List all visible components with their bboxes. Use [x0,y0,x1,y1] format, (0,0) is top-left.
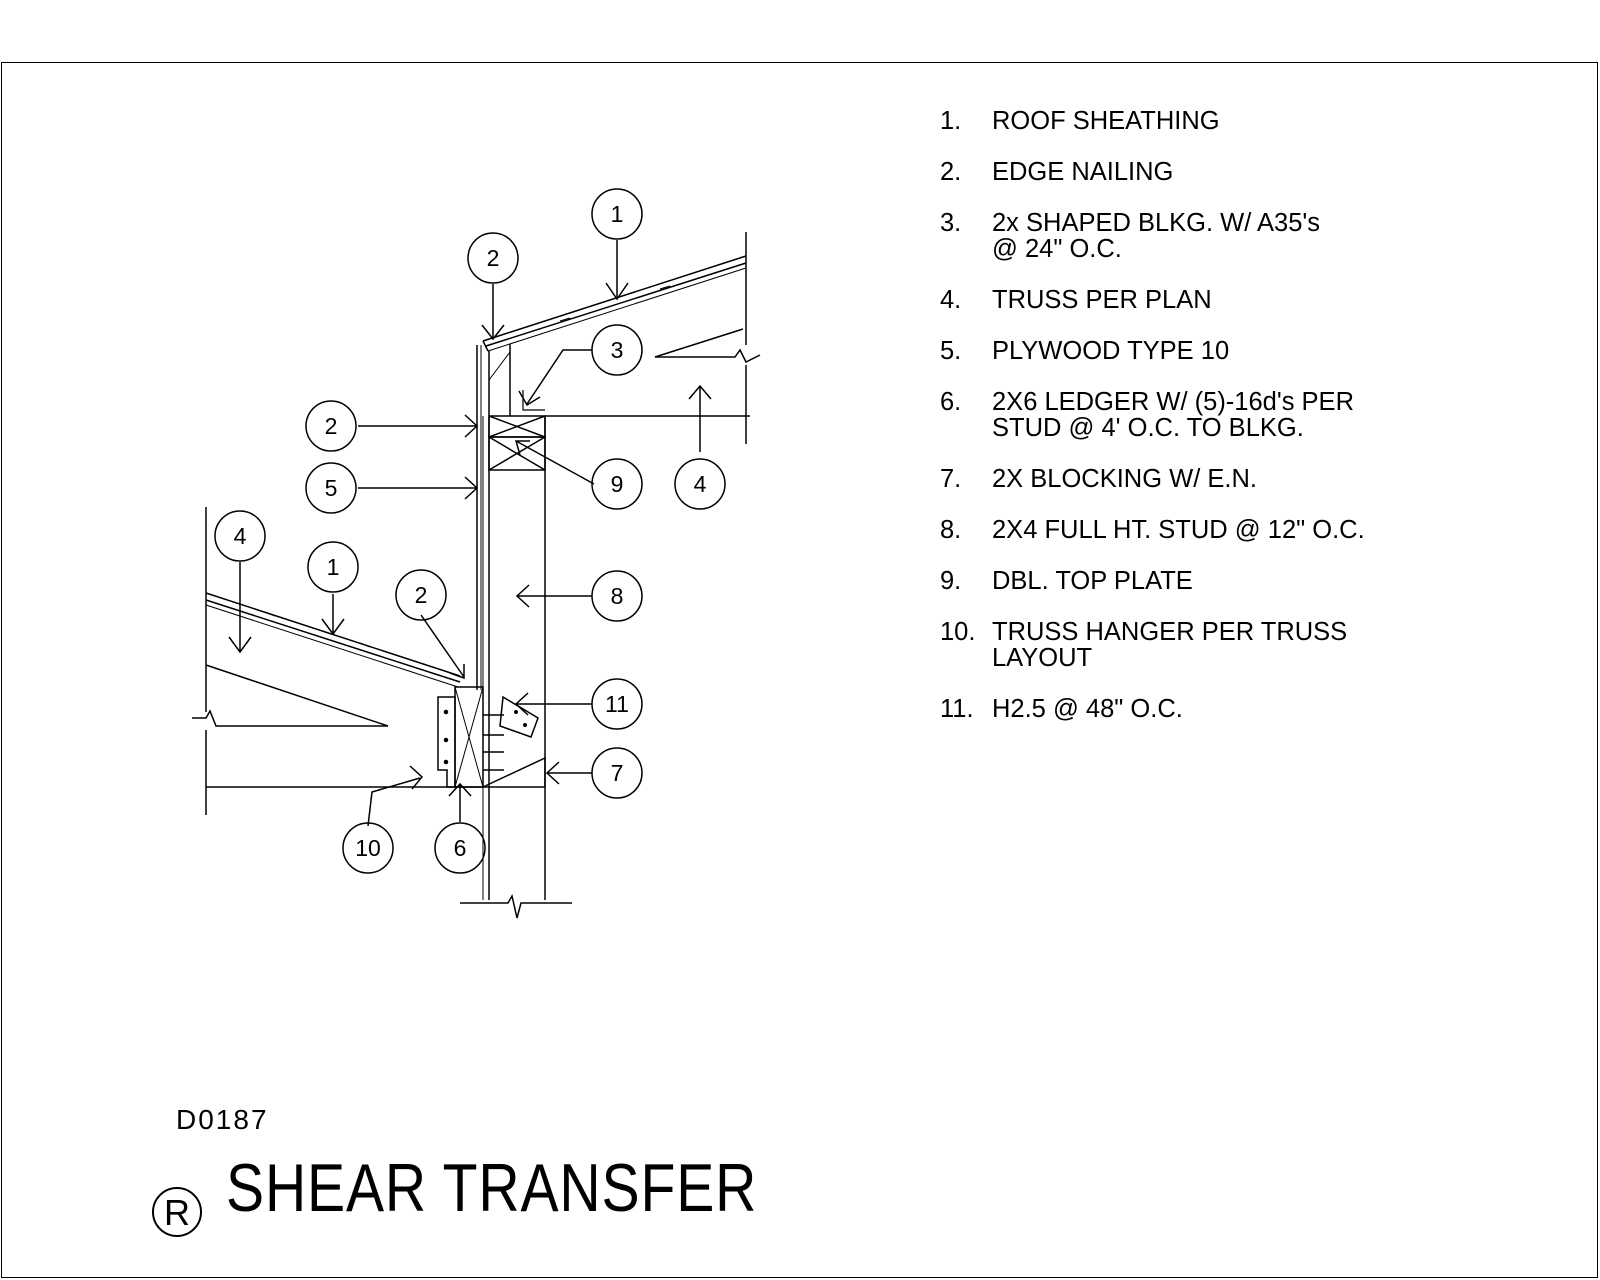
note-item: 9. DBL. TOP PLATE [940,568,1560,594]
stud-wall [460,345,572,919]
callout-text: 11 [605,691,629,717]
note-number: 10. [940,618,976,646]
callout-bubble-lower-sheathing: 1 [307,541,359,593]
note-number: 11. [940,695,974,723]
note-number: 4. [940,286,962,314]
callout-text: 2 [415,582,428,608]
note-text: 2x SHAPED BLKG. W/ A35's @ 24" O.C. [992,209,1320,263]
callout-text: 3 [611,337,624,363]
note-item: 4. TRUSS PER PLAN [940,287,1560,313]
note-item: 2. EDGE NAILING [940,159,1560,185]
callout-bubble-stud: 8 [591,570,643,622]
callout-bubble-shaped-blocking: 3 [591,324,643,376]
callout-bubble-upper-truss: 4 [674,458,726,510]
callout-bubble-hurricane-tie: 11 [591,678,643,730]
note-number: 9. [940,567,962,595]
callout-text: 7 [611,760,624,786]
note-item: 11. H2.5 @ 48" O.C. [940,696,1560,722]
callout-text: 6 [454,835,467,861]
callout-leaders [228,240,712,827]
callout-bubble-ledger: 6 [434,822,486,874]
callout-text: 2 [325,413,338,439]
callout-bubble-plywood: 5 [305,462,357,514]
note-item: 6. 2X6 LEDGER W/ (5)-16d's PER STUD @ 4' … [940,389,1560,441]
note-item: 7. 2X BLOCKING W/ E.N. [940,466,1560,492]
note-text: TRUSS HANGER PER TRUSS LAYOUT [992,618,1348,672]
double-top-plate [488,415,546,471]
note-text: 2X4 FULL HT. STUD @ 12" O.C. [992,516,1365,544]
note-number: 7. [940,465,962,493]
callout-text: 1 [327,554,340,580]
detail-code: D0187 [176,1104,269,1135]
ledger-and-connectors [437,686,546,788]
note-item: 3. 2x SHAPED BLKG. W/ A35's @ 24" O.C. [940,210,1560,262]
callout-text: 2 [487,245,500,271]
note-text: DBL. TOP PLATE [992,567,1193,595]
note-text: 2X6 LEDGER W/ (5)-16d's PER STUD @ 4' O.… [992,388,1354,442]
callout-bubble-lower-edge-nailing: 2 [395,569,447,621]
note-text: TRUSS PER PLAN [992,286,1212,314]
note-text: ROOF SHEATHING [992,107,1220,135]
note-text: H2.5 @ 48" O.C. [992,695,1183,723]
callout-bubble-top-plate-edge-nailing: 2 [305,400,357,452]
callout-text: 8 [611,583,624,609]
callout-bubble-upper-edge-nailing: 2 [467,232,519,284]
note-number: 8. [940,516,962,544]
revision-mark: R [152,1187,202,1237]
note-number: 5. [940,337,962,365]
callout-bubble-blocking: 7 [591,747,643,799]
sheet-border [1,62,1598,1278]
note-text: 2X BLOCKING W/ E.N. [992,465,1257,493]
notes-list: 1. ROOF SHEATHING 2. EDGE NAILING 3. 2x SHAPE… [940,108,1560,747]
note-number: 6. [940,388,962,416]
callout-bubble-top-plate: 9 [591,458,643,510]
callout-bubble-lower-truss: 4 [214,510,266,562]
upper-roof [482,232,761,444]
note-number: 2. [940,158,962,186]
callout-bubble-truss-hanger: 10 [342,822,394,874]
callout-text: 10 [355,835,381,861]
note-item: 10. TRUSS HANGER PER TRUSS LAYOUT [940,619,1560,671]
callout-text: 4 [694,471,707,497]
note-text: EDGE NAILING [992,158,1174,186]
note-item: 5. PLYWOOD TYPE 10 [940,338,1560,364]
callout-text: 1 [611,201,624,227]
note-number: 3. [940,209,962,237]
callout-text: 9 [611,471,624,497]
note-number: 1. [940,107,962,135]
drawing-title: SHEAR TRANSFER [226,1150,758,1226]
note-text: PLYWOOD TYPE 10 [992,337,1230,365]
note-item: 1. ROOF SHEATHING [940,108,1560,134]
callout-text: 4 [234,523,247,549]
callout-text: 5 [325,475,338,501]
note-item: 8. 2X4 FULL HT. STUD @ 12" O.C. [940,517,1560,543]
callout-bubble-upper-sheathing: 1 [591,188,643,240]
